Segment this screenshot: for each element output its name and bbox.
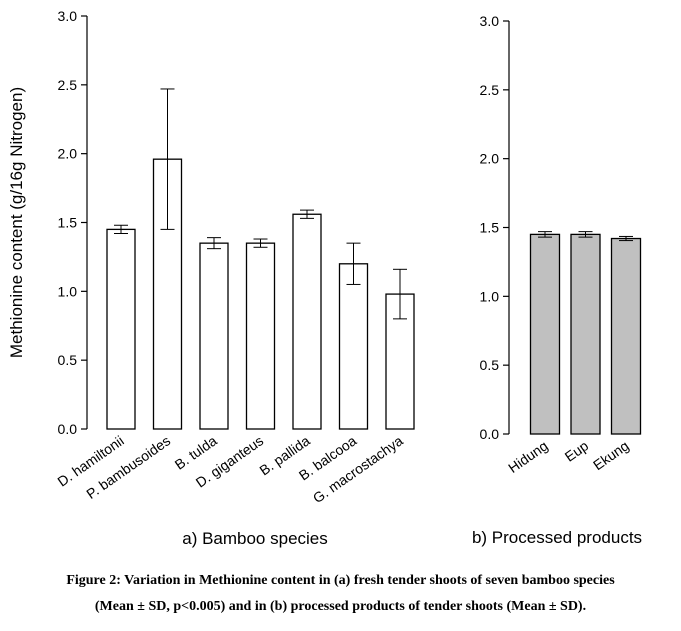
panel-b-category-label: Ekung [590,437,632,473]
panel-b-bar [610,237,642,435]
panel-b-category-label: Hidung [505,437,551,476]
panel-a-bar [338,263,369,430]
panel-b-title: b) Processed products [472,528,642,547]
figure-caption-line-2: (Mean ± SD, p<0.005) and in (b) processe… [94,599,587,614]
panel-b-y-tick-label: 2.0 [480,151,500,167]
panel-a-category-label: P. bambusoides [83,432,173,502]
figure-caption-line-1: Figure 2: Variation in Methionine conten… [66,573,615,588]
panel-b-bar [529,233,561,435]
panel-b-y-tick-label: 0.0 [480,426,500,442]
panel-a-bar [106,228,136,430]
panel-b-y-tick-label: 1.0 [480,288,500,304]
panel-a-y-tick-label: 0.5 [58,352,78,368]
panel-a-bar [152,158,183,430]
panel-a-bar [245,242,276,430]
panel-a-y-axis-label: Methionine content (g/16g Nitrogen) [7,87,26,358]
panel-a-y-tick-label: 0.0 [58,421,78,437]
panel-a-y-tick-label: 2.5 [58,77,78,93]
panel-b-y-tick-label: 2.5 [480,82,500,98]
panel-b-category-label: Eup [562,437,592,465]
panel-a-y-tick-label: 2.0 [58,146,78,162]
panel-a-bar [199,242,229,430]
panel-a-y-tick-label: 1.0 [58,283,78,299]
panel-b-y-tick-label: 3.0 [480,13,500,29]
panel-b-y-tick-label: 0.5 [480,357,500,373]
panel-a-y-tick-label: 3.0 [58,8,78,24]
panel-a-y-tick-label: 1.5 [58,215,78,231]
panel-b-y-tick-label: 1.5 [480,220,500,236]
panel-a-title: a) Bamboo species [182,529,328,548]
panel-a-bar [292,213,322,430]
panel-b-bar [570,233,601,435]
